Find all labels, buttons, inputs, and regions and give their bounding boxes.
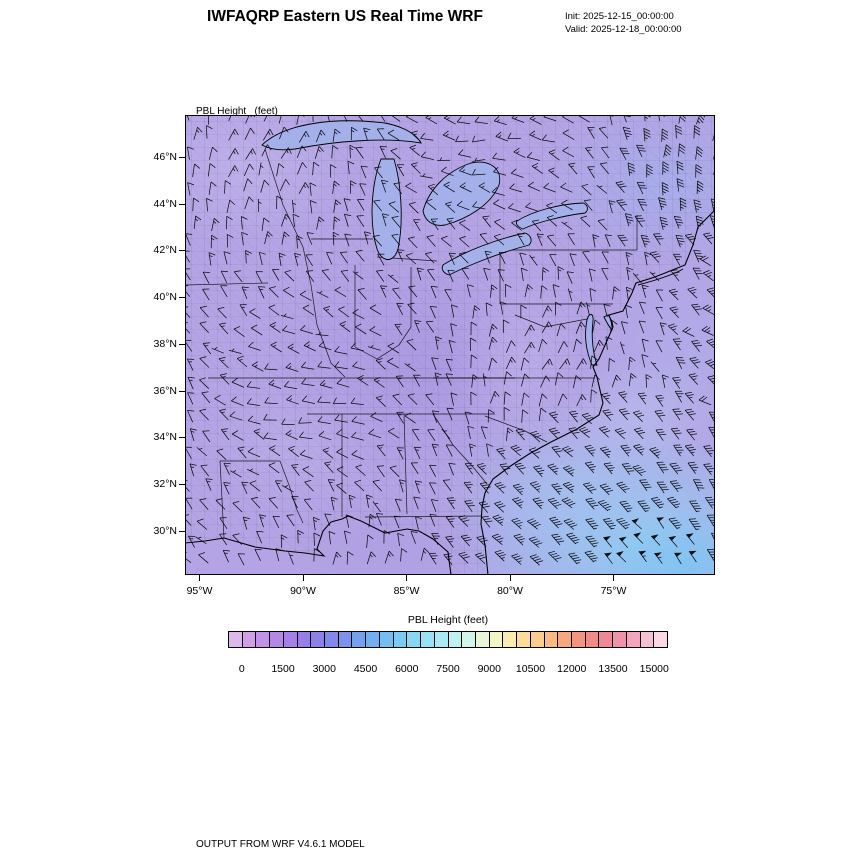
colorbar-segment <box>570 632 585 647</box>
lon-tick-mark <box>613 575 615 581</box>
colorbar-tick-label: 12000 <box>557 663 587 675</box>
lat-tick-label: 38°N <box>153 337 177 350</box>
lat-tick-label: 40°N <box>153 291 177 304</box>
colorbar-segment <box>378 632 393 647</box>
lat-tick-label: 32°N <box>153 477 177 490</box>
lat-tick-mark <box>179 483 185 485</box>
colorbar-tick-label: 15000 <box>639 663 669 675</box>
lat-tick-label: 44°N <box>153 197 177 210</box>
colorbar-segment <box>229 632 242 647</box>
valid-time: Valid: 2025-12-18_00:00:00 <box>565 24 682 35</box>
colorbar-tick-label: 0 <box>238 663 245 675</box>
lon-tick-label: 95°W <box>186 585 213 597</box>
colorbar-segment <box>625 632 640 647</box>
lon-tick-mark <box>509 575 511 581</box>
colorbar-segment <box>502 632 517 647</box>
lat-tick-mark <box>179 157 185 159</box>
map-canvas <box>184 115 716 576</box>
colorbar-segment <box>241 632 256 647</box>
colorbar-segment <box>365 632 379 647</box>
map-frame-border <box>185 115 715 575</box>
lat-tick-label: 34°N <box>153 431 177 444</box>
lat-tick-mark <box>179 343 185 345</box>
init-time: Init: 2025-12-15_00:00:00 <box>565 11 674 22</box>
lat-tick-label: 36°N <box>153 384 177 397</box>
colorbar-tick-label: 4500 <box>353 663 378 675</box>
lat-tick-mark <box>179 437 185 439</box>
lon-tick-mark <box>406 575 408 581</box>
lat-tick-mark <box>179 297 185 299</box>
field-label-pbl: PBL Height (feet) <box>196 106 278 117</box>
colorbar-segment <box>474 632 489 647</box>
colorbar-segment <box>543 632 558 647</box>
lat-tick-mark <box>179 250 185 252</box>
colorbar-segment <box>324 632 338 647</box>
lon-tick-label: 90°W <box>290 585 316 597</box>
colorbar-tick-label: 6000 <box>395 663 419 675</box>
lon-tick-mark <box>199 575 201 581</box>
colorbar-segment <box>392 632 407 647</box>
lat-tick-mark <box>179 530 185 532</box>
colorbar-tick-label: 7500 <box>436 663 460 675</box>
lat-tick-label: 46°N <box>153 151 177 164</box>
lat-tick-label: 42°N <box>153 244 177 257</box>
colorbar-segment <box>598 632 613 647</box>
lon-tick-mark <box>302 575 304 581</box>
colorbar-tick-label: 10500 <box>515 663 546 675</box>
colorbar <box>228 631 668 648</box>
lat-tick-label: 30°N <box>153 524 177 537</box>
colorbar-segment <box>516 632 530 647</box>
colorbar-segment <box>639 632 654 647</box>
lon-tick-label: 80°W <box>497 585 523 597</box>
colorbar-segment <box>337 632 352 647</box>
colorbar-segment <box>406 632 421 647</box>
colorbar-segment <box>584 632 599 647</box>
colorbar-segment <box>653 632 667 647</box>
model-info: OUTPUT FROM WRF V4.6.1 MODEL WE = 310 ; … <box>196 812 589 850</box>
colorbar-segment <box>255 632 270 647</box>
colorbar-title: PBL Height (feet) <box>407 614 489 626</box>
lat-tick-mark <box>179 390 185 392</box>
lon-tick-label: 85°W <box>393 585 420 597</box>
colorbar-segment <box>488 632 503 647</box>
lon-tick-label: 75°W <box>600 585 627 597</box>
colorbar-segment <box>420 632 434 647</box>
colorbar-segment <box>529 632 544 647</box>
colorbar-segment <box>447 632 462 647</box>
colorbar-segment <box>282 632 297 647</box>
state-boundaries <box>185 148 638 539</box>
colorbar-segment <box>433 632 448 647</box>
map-area <box>184 115 716 576</box>
colorbar-segment <box>612 632 626 647</box>
colorbar-tick-label: 9000 <box>477 663 501 675</box>
page-title: IWFAQRP Eastern US Real Time WRF <box>207 8 483 25</box>
colorbar-tick-label: 1500 <box>271 663 295 675</box>
model-info-line1: OUTPUT FROM WRF V4.6.1 MODEL <box>196 839 365 850</box>
colorbar-tick-label: 13500 <box>598 663 628 675</box>
wind-barbs <box>185 115 715 566</box>
colorbar-segment <box>351 632 366 647</box>
colorbar-segment <box>296 632 311 647</box>
colorbar-tick-label: 3000 <box>312 663 336 675</box>
run-times: Init: 2025-12-15_00:00:00 Valid: 2025-12… <box>565 10 682 36</box>
lat-tick-mark <box>179 203 185 205</box>
colorbar-segment <box>269 632 283 647</box>
colorbar-segment <box>461 632 475 647</box>
colorbar-segment <box>557 632 571 647</box>
colorbar-segment <box>310 632 325 647</box>
